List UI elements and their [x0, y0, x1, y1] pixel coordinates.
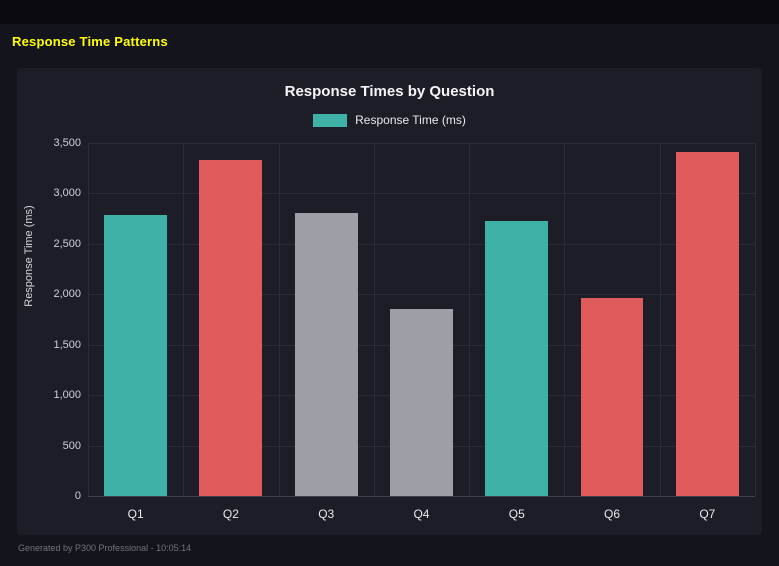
- bar-cell-Q1: [88, 143, 183, 496]
- x-axis-labels: Q1 Q2 Q3 Q4 Q5 Q6 Q7: [88, 496, 755, 532]
- plot-area: [88, 143, 756, 497]
- bar-cell-Q3: [279, 143, 374, 496]
- y-tick-label: 500: [62, 439, 81, 452]
- x-axis-line: [88, 496, 755, 497]
- chart-panel: Response Times by Question Response Time…: [17, 68, 762, 535]
- horizontal-gridline: [88, 193, 755, 195]
- y-tick-label: 0: [74, 490, 81, 502]
- vertical-gridline: [469, 143, 471, 496]
- bar-Q6[interactable]: [580, 298, 644, 496]
- chart-body: Response Time (ms) 0 500 1,000 1,500 2,000 2,…: [17, 137, 762, 502]
- x-label-Q1: Q1: [127, 507, 144, 521]
- vertical-gridline: [755, 143, 756, 496]
- page-title: Response Time Patterns: [12, 34, 168, 49]
- x-label-Q7: Q7: [699, 507, 716, 521]
- bar-Q3[interactable]: [294, 212, 358, 496]
- bar-Q2[interactable]: [199, 160, 263, 496]
- bar-cell-Q2: [183, 143, 278, 496]
- vertical-gridline: [373, 143, 375, 496]
- y-tick-label: 1,500: [53, 338, 81, 351]
- y-tick-label: 2,500: [53, 237, 81, 250]
- horizontal-gridline: [88, 294, 755, 296]
- x-label-Q2: Q2: [222, 507, 239, 521]
- bar-cell-Q5: [469, 143, 564, 496]
- vertical-gridline: [659, 143, 661, 496]
- bar-Q4[interactable]: [390, 309, 453, 496]
- x-label-Q3: Q3: [318, 507, 335, 521]
- vertical-gridline: [564, 143, 566, 496]
- x-label-Q6: Q6: [604, 507, 621, 521]
- vertical-gridline: [183, 143, 185, 496]
- horizontal-gridline: [88, 243, 755, 245]
- bar-Q1[interactable]: [104, 214, 168, 496]
- vertical-gridline: [278, 143, 280, 496]
- top-bar: [0, 0, 779, 24]
- footer-text: Generated by P300 Professional - 10:05:1…: [18, 543, 192, 553]
- y-tick-label: 3,500: [53, 137, 81, 149]
- bar-Q5[interactable]: [485, 220, 549, 496]
- y-tick-label: 3,000: [53, 187, 81, 200]
- chart-legend[interactable]: Response Time (ms): [17, 113, 762, 127]
- bar-cell-Q4: [374, 143, 469, 496]
- horizontal-gridline: [88, 143, 755, 144]
- legend-label: Response Time (ms): [355, 113, 466, 127]
- vertical-gridline: [88, 143, 89, 496]
- bar-cell-Q6: [564, 143, 659, 496]
- y-axis-tick-labels: 0 500 1,000 1,500 2,000 2,500 3,000 3,500: [17, 137, 81, 502]
- chart-title: Response Times by Question: [284, 83, 495, 100]
- x-label-Q4: Q4: [413, 507, 430, 521]
- legend-swatch: [313, 113, 348, 127]
- bar-series: [88, 143, 755, 496]
- bar-cell-Q7: [660, 143, 755, 496]
- y-tick-label: 1,000: [53, 389, 81, 402]
- bar-Q7[interactable]: [675, 152, 739, 496]
- y-tick-label: 2,000: [53, 288, 81, 301]
- x-label-Q5: Q5: [508, 507, 525, 521]
